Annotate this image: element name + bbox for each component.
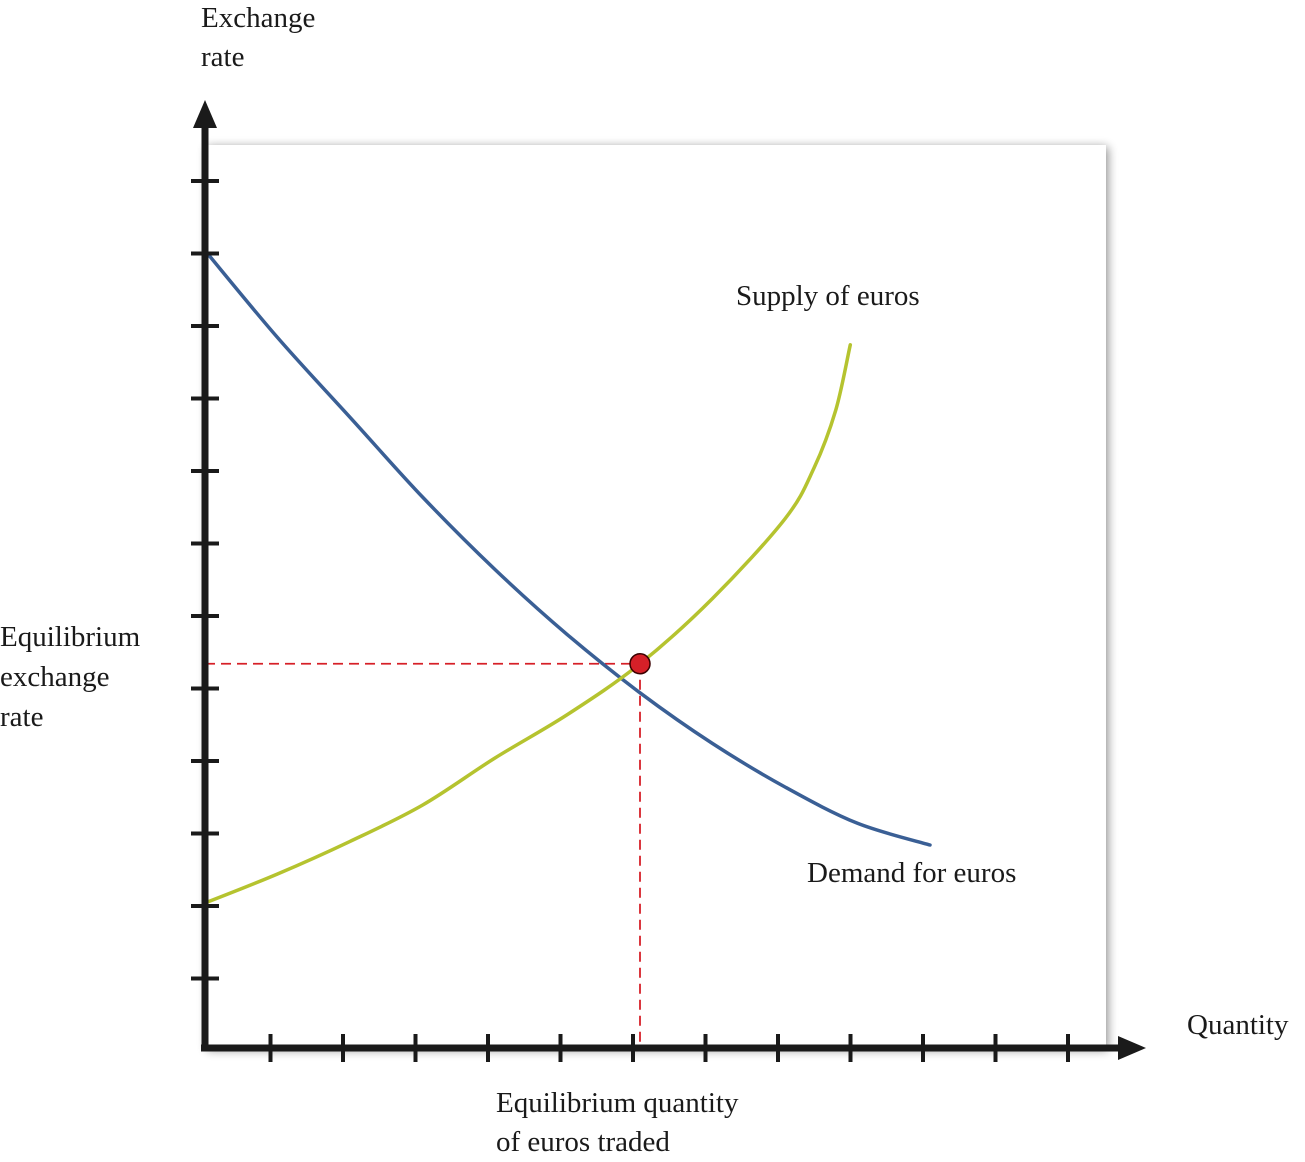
supply-curve bbox=[203, 343, 853, 905]
point-layer bbox=[629, 653, 651, 675]
equilibrium-guides bbox=[205, 662, 641, 1048]
y-axis-arrowhead bbox=[193, 100, 217, 128]
x-axis-label: Quantity bbox=[1187, 1009, 1289, 1041]
y-axis-label-line-1: Exchange bbox=[201, 2, 315, 34]
equilibrium-rate-label-line-1: Equilibrium bbox=[0, 621, 141, 653]
equilibrium-quantity-label-line-2: of euros traded bbox=[496, 1126, 670, 1158]
axis-ticks bbox=[191, 179, 1070, 1062]
series-layer bbox=[203, 248, 932, 905]
equilibrium-rate-label: Equilibrium exchange rate bbox=[0, 621, 147, 733]
equilibrium-point bbox=[629, 653, 651, 675]
y-axis-label-line-2: rate bbox=[201, 41, 244, 73]
plot-panel bbox=[205, 145, 1106, 1048]
demand-curve-label: Demand for euros bbox=[807, 857, 1016, 889]
equilibrium-quantity-label-line-1: Equilibrium quantity bbox=[496, 1087, 739, 1119]
axes bbox=[191, 100, 1146, 1062]
equilibrium-rate-label-line-3: rate bbox=[0, 701, 43, 733]
equilibrium-rate-label-line-2: exchange bbox=[0, 661, 110, 693]
y-axis-label: Exchange rate bbox=[201, 2, 323, 73]
x-axis-arrowhead bbox=[1118, 1036, 1146, 1060]
supply-curve-label: Supply of euros bbox=[736, 280, 920, 312]
equilibrium-quantity-label: Equilibrium quantity of euros traded bbox=[496, 1087, 746, 1158]
demand-curve bbox=[203, 248, 932, 847]
